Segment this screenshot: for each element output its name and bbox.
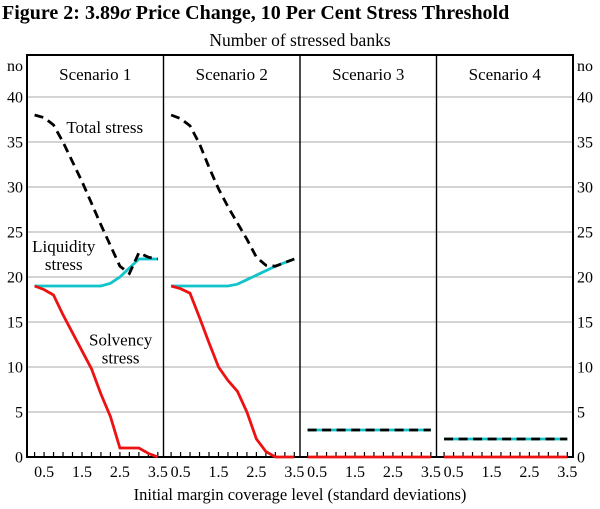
liquidity-stress-line bbox=[171, 257, 295, 288]
y-tick-label-left: 20 bbox=[7, 270, 23, 287]
x-axis-title: Initial margin coverage level (standard … bbox=[134, 485, 467, 504]
y-tick-label-left: 35 bbox=[7, 135, 23, 152]
series-label-liquidity: Liquidity bbox=[32, 237, 96, 256]
chart-subtitle: Number of stressed banks bbox=[209, 30, 391, 50]
x-tick-label: 0.5 bbox=[171, 464, 191, 481]
x-tick-label: 3.5 bbox=[421, 464, 441, 481]
y-axis-unit-right: no bbox=[577, 58, 593, 75]
solvency-stress-line bbox=[34, 284, 159, 459]
y-tick-label-right: 15 bbox=[577, 315, 593, 332]
y-tick-label-left: 0 bbox=[15, 450, 23, 467]
figure-title: Figure 2: 3.89σ Price Change, 10 Per Cen… bbox=[2, 2, 600, 25]
x-tick-label: 1.5 bbox=[72, 464, 92, 481]
y-axis-unit-left: no bbox=[7, 58, 23, 75]
y-tick-label-right: 40 bbox=[577, 90, 593, 107]
y-tick-label-right: 10 bbox=[577, 360, 593, 377]
panel-title-scenario-2: Scenario 2 bbox=[196, 65, 268, 84]
figure-title-prefix: Figure 2: 3.89 bbox=[2, 2, 120, 24]
x-tick-label: 3.5 bbox=[148, 464, 168, 481]
series-label-stress: stress bbox=[102, 348, 140, 367]
figure-title-suffix: Price Change, 10 Per Cent Stress Thresho… bbox=[130, 2, 510, 24]
y-tick-label-left: 15 bbox=[7, 315, 23, 332]
x-tick-label: 2.5 bbox=[519, 464, 539, 481]
x-tick-label: 2.5 bbox=[110, 464, 130, 481]
solvency-stress-line bbox=[170, 284, 295, 459]
x-tick-label: 0.5 bbox=[307, 464, 327, 481]
liquidity-stress-line bbox=[34, 257, 158, 288]
x-tick-label: 1.5 bbox=[208, 464, 228, 481]
y-tick-label-right: 0 bbox=[577, 450, 585, 467]
x-tick-label: 1.5 bbox=[345, 464, 365, 481]
series-label-total-stress: Total stress bbox=[66, 118, 143, 137]
x-tick-label: 0.5 bbox=[444, 464, 464, 481]
x-tick-label: 3.5 bbox=[557, 464, 577, 481]
panel-title-scenario-4: Scenario 4 bbox=[469, 65, 542, 84]
total-stress-line bbox=[34, 113, 159, 276]
x-tick-label: 0.5 bbox=[34, 464, 54, 481]
y-tick-label-left: 30 bbox=[7, 180, 23, 197]
y-tick-label-left: 25 bbox=[7, 225, 23, 242]
y-tick-label-left: 5 bbox=[15, 405, 23, 422]
total-stress-line bbox=[170, 113, 295, 268]
x-tick-label: 2.5 bbox=[383, 464, 403, 481]
sigma-symbol: σ bbox=[119, 2, 131, 24]
y-tick-label-right: 30 bbox=[577, 180, 593, 197]
x-tick-label: 3.5 bbox=[284, 464, 304, 481]
y-tick-label-right: 5 bbox=[577, 405, 585, 422]
series-label-solvency: Solvency bbox=[89, 330, 153, 349]
y-tick-label-right: 20 bbox=[577, 270, 593, 287]
x-tick-label: 2.5 bbox=[246, 464, 266, 481]
y-tick-label-left: 40 bbox=[7, 90, 23, 107]
series-label-stress: stress bbox=[45, 255, 83, 274]
panel-title-scenario-3: Scenario 3 bbox=[332, 65, 404, 84]
panel-title-scenario-1: Scenario 1 bbox=[59, 65, 131, 84]
y-tick-label-right: 25 bbox=[577, 225, 593, 242]
y-tick-label-right: 35 bbox=[577, 135, 593, 152]
x-tick-label: 1.5 bbox=[481, 464, 501, 481]
y-tick-label-left: 10 bbox=[7, 360, 23, 377]
